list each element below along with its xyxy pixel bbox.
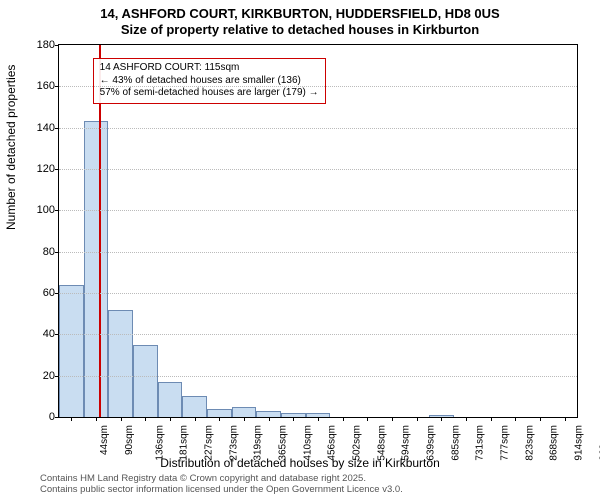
xtick-mark	[515, 417, 516, 421]
bar	[158, 382, 183, 417]
xtick-mark	[195, 417, 196, 421]
ytick-mark	[55, 376, 59, 377]
ytick-label: 40	[27, 328, 55, 340]
ytick-mark	[55, 86, 59, 87]
bar	[108, 310, 133, 417]
bar	[59, 285, 84, 417]
gridline	[59, 252, 577, 253]
ytick-label: 60	[27, 287, 55, 299]
annotation-line3: 57% of semi-detached houses are larger (…	[100, 87, 319, 100]
xtick-mark	[219, 417, 220, 421]
title-block: 14, ASHFORD COURT, KIRKBURTON, HUDDERSFI…	[0, 0, 600, 39]
bar	[182, 396, 207, 417]
ytick-mark	[55, 128, 59, 129]
ytick-label: 180	[27, 39, 55, 51]
annotation-box: 14 ASHFORD COURT: 115sqm ← 43% of detach…	[93, 58, 326, 104]
xtick-mark	[392, 417, 393, 421]
xtick-mark	[466, 417, 467, 421]
ytick-mark	[55, 252, 59, 253]
ytick-label: 80	[27, 246, 55, 258]
title-line1: 14, ASHFORD COURT, KIRKBURTON, HUDDERSFI…	[0, 6, 600, 22]
y-axis-title: Number of detached properties	[4, 65, 18, 230]
xtick-mark	[565, 417, 566, 421]
ytick-mark	[55, 334, 59, 335]
footer: Contains HM Land Registry data © Crown c…	[40, 474, 600, 496]
xtick-mark	[96, 417, 97, 421]
xtick-mark	[441, 417, 442, 421]
footer-line2: Contains public sector information licen…	[40, 485, 600, 496]
title-line2: Size of property relative to detached ho…	[0, 22, 600, 38]
xtick-mark	[71, 417, 72, 421]
bar	[133, 345, 158, 417]
xtick-mark	[170, 417, 171, 421]
xtick-mark	[318, 417, 319, 421]
annotation-line2: ← 43% of detached houses are smaller (13…	[100, 75, 319, 88]
plot-area: 14 ASHFORD COURT: 115sqm ← 43% of detach…	[58, 44, 578, 418]
gridline	[59, 128, 577, 129]
bar	[207, 409, 232, 417]
ytick-mark	[55, 293, 59, 294]
gridline	[59, 169, 577, 170]
xtick-mark	[343, 417, 344, 421]
ytick-mark	[55, 45, 59, 46]
gridline	[59, 86, 577, 87]
xtick-label: 90sqm	[124, 425, 135, 455]
xtick-label: 44sqm	[99, 425, 110, 455]
ytick-label: 100	[27, 204, 55, 216]
chart-container: 14, ASHFORD COURT, KIRKBURTON, HUDDERSFI…	[0, 0, 600, 500]
xtick-mark	[121, 417, 122, 421]
xtick-mark	[367, 417, 368, 421]
ytick-label: 20	[27, 370, 55, 382]
xtick-mark	[540, 417, 541, 421]
xtick-mark	[145, 417, 146, 421]
ytick-mark	[55, 417, 59, 418]
gridline	[59, 334, 577, 335]
ytick-label: 0	[27, 411, 55, 423]
bar	[84, 121, 109, 417]
ytick-label: 120	[27, 163, 55, 175]
xtick-mark	[269, 417, 270, 421]
xtick-mark	[491, 417, 492, 421]
ytick-mark	[55, 169, 59, 170]
xtick-mark	[244, 417, 245, 421]
bar	[232, 407, 257, 417]
ytick-label: 160	[27, 80, 55, 92]
gridline	[59, 376, 577, 377]
x-axis-title: Distribution of detached houses by size …	[0, 456, 600, 470]
ytick-mark	[55, 210, 59, 211]
xtick-mark	[293, 417, 294, 421]
annotation-line1: 14 ASHFORD COURT: 115sqm	[100, 62, 319, 75]
xtick-mark	[417, 417, 418, 421]
gridline	[59, 210, 577, 211]
ytick-label: 140	[27, 122, 55, 134]
gridline	[59, 293, 577, 294]
